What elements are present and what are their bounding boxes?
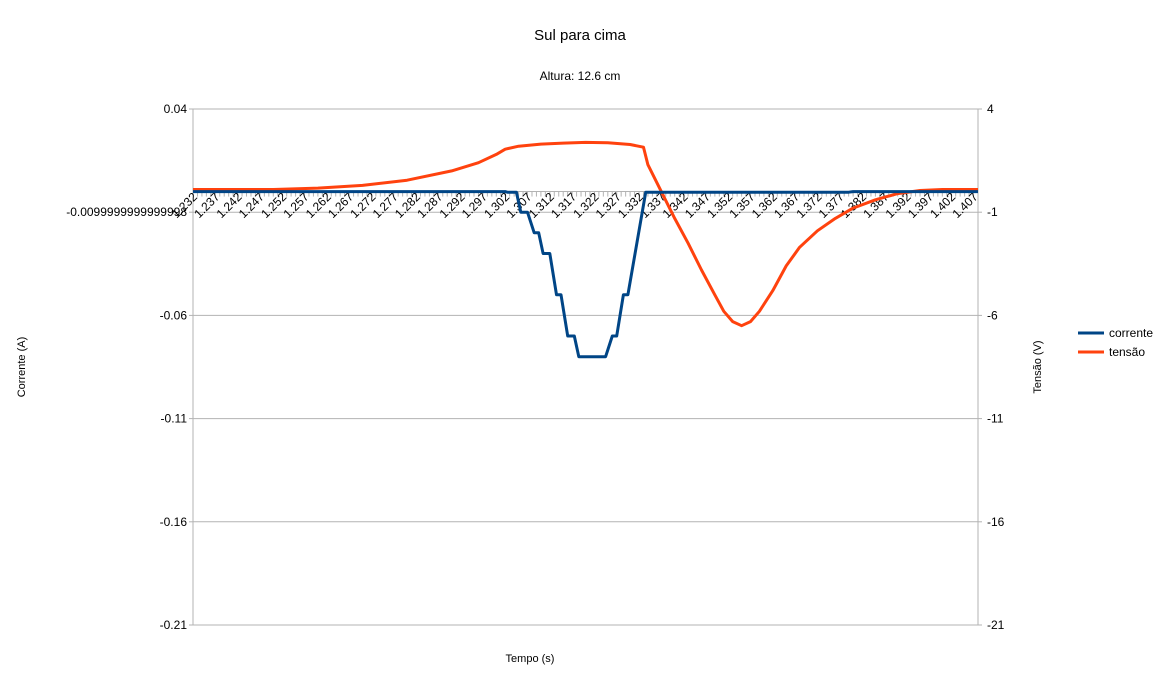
series-line-tensao <box>193 140 978 328</box>
legend-label: corrente <box>1109 326 1153 340</box>
right-axis-label: Tensão (V) <box>1032 340 1044 393</box>
chart-subtitle: Altura: 12.6 cm <box>540 69 621 83</box>
right-tick-label: -11 <box>987 412 1004 426</box>
left-axis-label: Corrente (A) <box>16 337 28 398</box>
left-tick-label: -0.21 <box>160 618 188 632</box>
series-lines <box>193 140 978 359</box>
series-line-corrente <box>193 190 978 359</box>
right-tick-label: -6 <box>987 308 998 322</box>
left-tick-label: -0.11 <box>161 412 188 426</box>
right-tick-label: -21 <box>987 618 1005 632</box>
x-tick-label: 1.407 <box>950 190 981 221</box>
left-tick-label: -0.06 <box>160 308 188 322</box>
left-tick-label: -0.0099999999999998 <box>66 205 187 219</box>
right-tick-label: 4 <box>987 102 994 116</box>
right-tick-label: -16 <box>987 515 1005 529</box>
left-tick-label: -0.16 <box>160 515 188 529</box>
x-axis-label: Tempo (s) <box>506 653 555 665</box>
right-tick-label: -1 <box>987 205 998 219</box>
legend-label: tensão <box>1109 345 1145 359</box>
legend: corrente tensão <box>1078 326 1153 359</box>
chart-title: Sul para cima <box>534 27 626 44</box>
left-tick-label: 0.04 <box>164 102 188 116</box>
gridlines <box>189 108 982 626</box>
plot-frame <box>192 109 979 625</box>
left-axis-tick-labels: 0.04 -0.0099999999999998 -0.06 -0.11 -0.16 -0… <box>66 102 187 632</box>
right-axis-tick-labels: 4 -1 -6 -11 -16 -21 <box>987 102 1005 632</box>
